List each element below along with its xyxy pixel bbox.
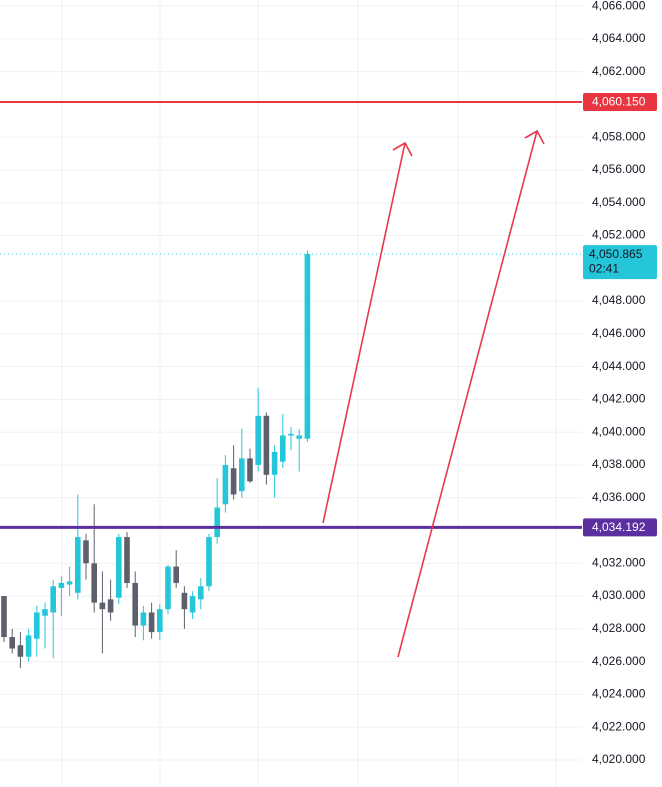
candle-body bbox=[83, 540, 89, 564]
candle-body bbox=[25, 635, 32, 657]
countdown-label: 02:41 bbox=[589, 261, 619, 275]
candle-body bbox=[247, 458, 253, 482]
arrows bbox=[322, 129, 545, 658]
y-tick-label: 4,064.000 bbox=[592, 31, 646, 45]
arrow-head bbox=[524, 129, 545, 145]
candle-body bbox=[263, 415, 270, 475]
y-axis: 4,066.000 4,064.000 4,062.000 4,058.000 4,05… bbox=[582, 0, 662, 787]
grid bbox=[0, 5, 582, 761]
y-tick-label: 4,056.000 bbox=[592, 162, 646, 176]
y-tick-label: 4,054.000 bbox=[592, 195, 646, 209]
candle-body bbox=[304, 254, 311, 439]
candle-body bbox=[140, 612, 147, 626]
candle-body bbox=[271, 451, 278, 475]
y-tick-label: 4,044.000 bbox=[592, 359, 646, 373]
y-tick-label: 4,052.000 bbox=[592, 228, 646, 242]
candle-body bbox=[230, 468, 237, 495]
candle-body bbox=[124, 537, 130, 583]
y-tick-label: 4,030.000 bbox=[592, 588, 646, 602]
candle-body bbox=[66, 581, 73, 585]
y-tick-label: 4,022.000 bbox=[592, 719, 646, 733]
candle-body bbox=[222, 464, 229, 505]
y-tick-label: 4,042.000 bbox=[592, 392, 646, 406]
y-tick-label: 4,024.000 bbox=[592, 687, 646, 701]
y-tick-label: 4,036.000 bbox=[592, 490, 646, 504]
candle-body bbox=[296, 435, 302, 439]
candle-body bbox=[42, 609, 48, 616]
price-label-box bbox=[583, 92, 657, 111]
last-price-box bbox=[583, 245, 657, 280]
candle-body bbox=[239, 458, 245, 492]
candle-body bbox=[148, 612, 155, 633]
candle-body bbox=[206, 537, 212, 587]
y-tick-label: 4,062.000 bbox=[592, 64, 646, 78]
candle-body bbox=[165, 566, 171, 610]
candle-body bbox=[99, 602, 106, 610]
candle-body bbox=[116, 537, 122, 598]
candle-body bbox=[181, 592, 188, 610]
candle-body bbox=[9, 637, 15, 649]
candle-body bbox=[58, 582, 65, 588]
y-tick-label: 4,058.000 bbox=[592, 129, 646, 143]
y-tick-label: 4,040.000 bbox=[592, 424, 646, 438]
y-tick-label: 4,066.000 bbox=[592, 0, 646, 12]
y-tick-label: 4,026.000 bbox=[592, 654, 646, 668]
price-lines bbox=[0, 100, 582, 529]
axis-background bbox=[582, 0, 662, 787]
candle-body bbox=[50, 586, 56, 613]
y-tick-label: 4,020.000 bbox=[592, 752, 646, 766]
y-tick-label: 4,048.000 bbox=[592, 293, 646, 307]
y-tick-label: 4,028.000 bbox=[592, 621, 646, 635]
candle-body bbox=[173, 566, 179, 583]
candle-body bbox=[189, 596, 196, 613]
candle-body bbox=[75, 537, 81, 593]
y-tick-label: 4,038.000 bbox=[592, 457, 646, 471]
price-label-box bbox=[583, 518, 657, 537]
candle-body bbox=[34, 612, 40, 639]
y-tick-label: 4,032.000 bbox=[592, 555, 646, 569]
last-price-label: 4,050.865 bbox=[589, 247, 643, 261]
y-tick-label: 4,046.000 bbox=[592, 326, 646, 340]
candle-body bbox=[91, 563, 97, 603]
price-label: 4,034.192 bbox=[592, 520, 646, 534]
candle-body bbox=[107, 599, 114, 613]
candle-body bbox=[280, 435, 286, 462]
arrow bbox=[397, 130, 538, 658]
candle-body bbox=[288, 433, 294, 436]
arrow-head bbox=[392, 141, 413, 157]
candle-body bbox=[214, 507, 220, 538]
price-label: 4,060.150 bbox=[592, 95, 646, 109]
candle-body bbox=[17, 645, 24, 657]
candle-body bbox=[255, 415, 261, 465]
candle-body bbox=[132, 582, 138, 626]
candle-body bbox=[198, 586, 204, 600]
candles bbox=[1, 250, 311, 669]
candle-body bbox=[157, 609, 163, 633]
candle-body bbox=[1, 596, 7, 638]
arrow bbox=[322, 142, 406, 524]
